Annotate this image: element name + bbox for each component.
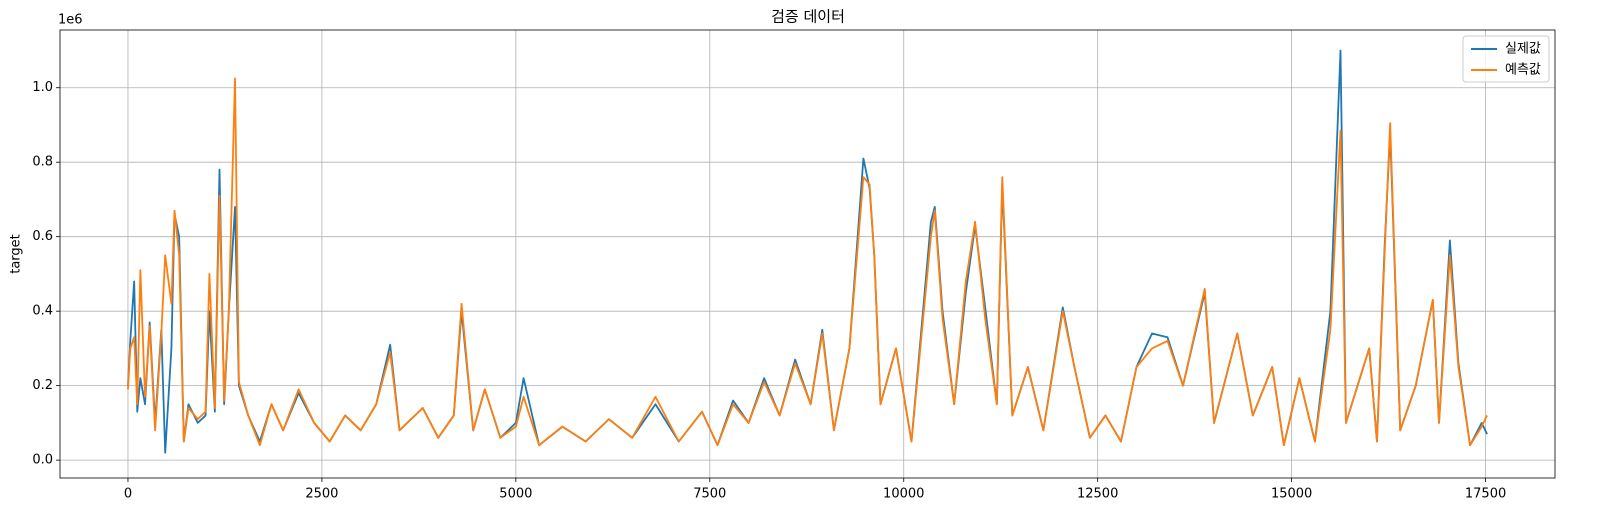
y-tick-label: 0.2: [32, 378, 53, 393]
y-axis-label: target: [9, 234, 24, 274]
y-offset-text: 1e6: [58, 13, 83, 28]
chart-title: 검증 데이터: [771, 8, 845, 26]
legend-label: 실제값: [1505, 42, 1541, 57]
series-line: [127, 77, 1488, 447]
x-tick-label: 15000: [1271, 487, 1312, 502]
y-tick-label: 0.6: [32, 229, 53, 244]
x-tick-label: 12500: [1077, 487, 1118, 502]
x-tick-label: 5000: [499, 487, 532, 502]
y-tick-label: 0.8: [32, 155, 53, 170]
x-tick-label: 2500: [305, 487, 338, 502]
y-tick-label: 0.4: [32, 304, 53, 319]
series-line: [127, 49, 1488, 454]
x-tick-label: 7500: [693, 487, 726, 502]
plot-frame: [59, 29, 1556, 479]
y-tick-label: 1.0: [32, 80, 53, 95]
x-tick-label: 17500: [1465, 487, 1506, 502]
y-tick-label: 0.0: [32, 453, 53, 468]
x-tick-label: 0: [124, 487, 132, 502]
x-tick-label: 10000: [883, 487, 924, 502]
legend-label: 예측값: [1505, 63, 1541, 78]
